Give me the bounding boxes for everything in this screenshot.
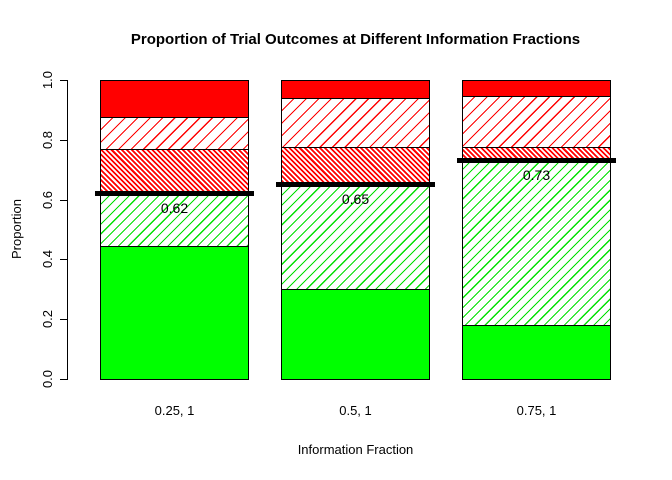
y-tick-label: 0.6 xyxy=(40,190,55,209)
y-axis-tick xyxy=(60,139,67,141)
bar-segment-green-solid xyxy=(281,289,430,380)
threshold-line xyxy=(95,191,254,197)
bar-segment-green-hatch xyxy=(281,184,430,290)
y-axis-label: Proportion xyxy=(9,199,24,259)
bar-segment-red-sparse xyxy=(100,117,249,149)
bar-segment-green-hatch xyxy=(462,159,611,326)
threshold-line xyxy=(276,182,435,188)
y-axis-tick xyxy=(60,259,67,261)
y-tick-label: 1.0 xyxy=(40,70,55,90)
y-axis-tick xyxy=(60,319,67,321)
bar-segment-green-solid xyxy=(462,325,611,380)
y-tick-label: 0.4 xyxy=(40,250,55,269)
bar-segment-red-solid xyxy=(462,80,611,97)
x-category-label: 0.75, 1 xyxy=(516,403,557,418)
y-axis-tick xyxy=(60,80,67,81)
bar-segment-red-sparse xyxy=(281,97,430,148)
x-category-label: 0.25, 1 xyxy=(154,403,195,418)
bar-segment-red-solid xyxy=(100,80,249,118)
bar-segment-green-hatch xyxy=(100,193,249,246)
bar-segment-red-solid xyxy=(281,80,430,98)
y-tick-label: 0.0 xyxy=(40,369,55,389)
x-axis-label: Information Fraction xyxy=(297,442,414,457)
y-tick-label: 0.2 xyxy=(40,310,55,329)
y-axis-tick xyxy=(60,199,67,201)
x-category-label: 0.5, 1 xyxy=(339,403,372,418)
threshold-line xyxy=(457,158,616,164)
y-axis-line xyxy=(67,80,68,380)
bar-segment-red-sparse xyxy=(462,96,611,148)
bar-segment-red-dense xyxy=(100,148,249,194)
threshold-annotation: 0.73 xyxy=(522,166,551,183)
bar-segment-red-dense xyxy=(281,147,430,185)
threshold-annotation: 0.62 xyxy=(160,199,189,216)
y-axis-tick xyxy=(60,379,67,380)
chart-title: Proportion of Trial Outcomes at Differen… xyxy=(130,31,581,48)
y-tick-label: 0.8 xyxy=(40,130,55,149)
threshold-annotation: 0.65 xyxy=(341,190,370,207)
bar-segment-red-dense xyxy=(462,147,611,160)
bar-segment-green-solid xyxy=(100,245,249,380)
